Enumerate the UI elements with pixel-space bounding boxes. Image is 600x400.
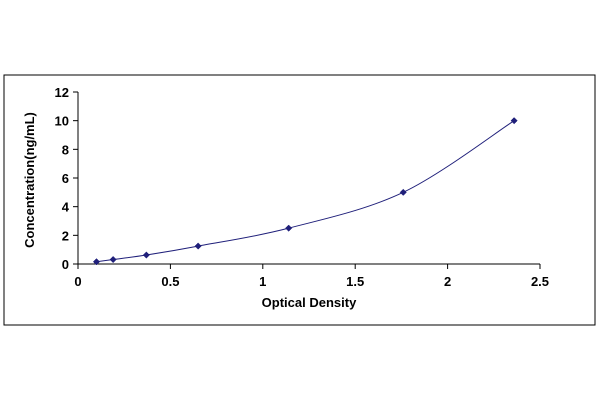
data-point	[142, 251, 150, 259]
data-point	[194, 242, 202, 250]
data-point	[285, 224, 293, 232]
y-tick-label: 8	[62, 142, 69, 157]
y-tick-label: 2	[62, 228, 69, 243]
y-tick-label: 12	[55, 85, 69, 100]
chart-frame	[3, 74, 596, 326]
data-point	[510, 117, 518, 125]
y-tick-label: 6	[62, 171, 69, 186]
data-point	[109, 255, 117, 264]
x-tick-label: 0.5	[161, 274, 179, 289]
x-tick-label: 1.5	[346, 274, 364, 289]
x-tick-label: 2	[444, 274, 451, 289]
y-axis-title: Concentration(ng/mL)	[22, 112, 37, 248]
y-tick-label: 10	[55, 114, 69, 129]
data-point	[92, 258, 101, 266]
x-tick-label: 0	[74, 274, 81, 289]
x-axis-title: Optical Density	[262, 295, 357, 310]
curve-layer	[96, 120, 515, 263]
axes: 0 0.5 1 1.5 2 2.5 0 2 4 6 8 10 12	[55, 85, 550, 289]
data-point	[399, 188, 407, 196]
y-tick-label: 4	[62, 200, 70, 215]
points-layer	[92, 117, 518, 266]
y-tick-label: 0	[62, 257, 69, 272]
x-tick-label: 2.5	[531, 274, 549, 289]
standard-curve-line	[96, 120, 515, 263]
x-tick-label: 1	[259, 274, 266, 289]
